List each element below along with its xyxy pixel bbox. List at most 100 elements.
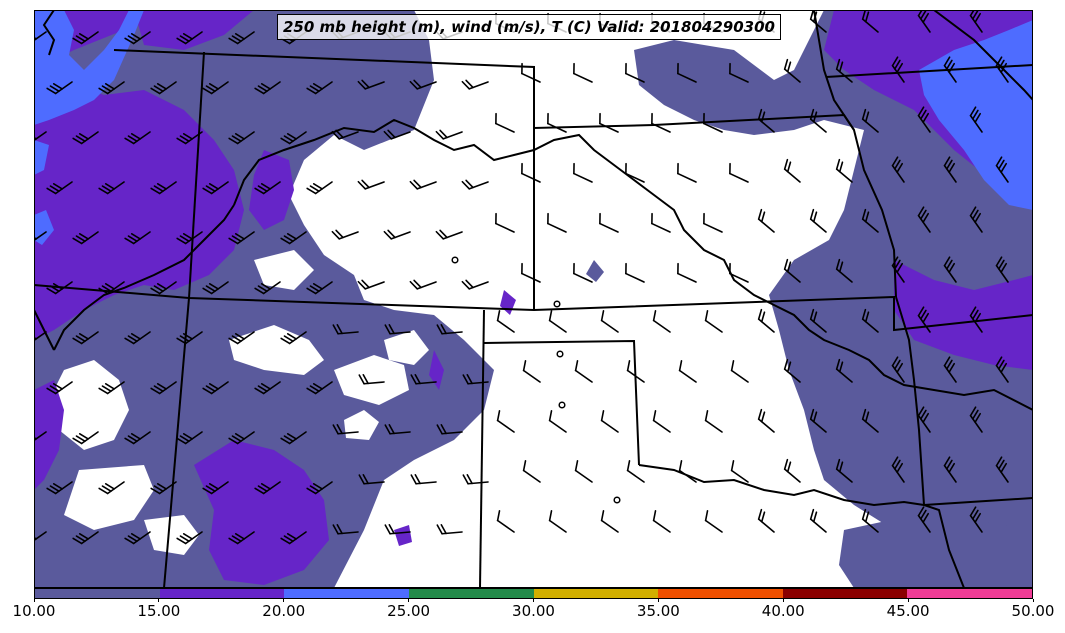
wind-barb bbox=[254, 281, 281, 295]
wind-barb bbox=[677, 62, 697, 83]
wind-barb bbox=[625, 62, 645, 83]
colorbar-segment bbox=[408, 589, 534, 598]
colorbar-tick-mark bbox=[907, 599, 909, 602]
wind-barb bbox=[435, 229, 463, 240]
colorbar-segment bbox=[533, 589, 659, 598]
wind-barb bbox=[835, 58, 853, 83]
wind-barb bbox=[280, 131, 307, 145]
wind-barb bbox=[678, 360, 697, 383]
wind-barb bbox=[522, 460, 541, 483]
wind-barb bbox=[835, 358, 853, 383]
wind-barb bbox=[809, 408, 827, 433]
wind-barb bbox=[917, 10, 931, 33]
colorbar-tick-mark bbox=[408, 599, 410, 602]
wind-barb bbox=[46, 181, 73, 195]
colorbar-tick-label: 50.00 bbox=[1011, 602, 1055, 620]
colorbar-segment bbox=[159, 589, 285, 598]
wind-barb bbox=[254, 481, 281, 495]
wind-barb bbox=[521, 62, 541, 83]
wind-barb bbox=[548, 310, 567, 333]
wind-barb bbox=[409, 79, 437, 90]
wind-barb bbox=[384, 323, 411, 335]
wind-barb bbox=[861, 408, 879, 433]
wind-barb bbox=[228, 531, 255, 545]
wind-speed-map bbox=[34, 10, 1033, 588]
colorbar-tick-mark bbox=[782, 599, 784, 602]
wind-barb bbox=[943, 256, 957, 283]
wind-barb bbox=[891, 456, 905, 483]
wind-barb bbox=[306, 281, 333, 295]
colorbar-tick-mark bbox=[283, 599, 285, 602]
colorbar-tick-mark bbox=[533, 599, 534, 602]
wind-barb bbox=[600, 410, 619, 433]
wind-barb bbox=[98, 481, 125, 495]
wind-barb bbox=[462, 473, 489, 485]
wind-barb bbox=[495, 212, 515, 233]
wind-barb bbox=[704, 310, 723, 333]
wind-barb bbox=[835, 258, 853, 283]
wind-barb bbox=[626, 360, 645, 383]
wind-barb bbox=[436, 323, 463, 335]
wind-barb bbox=[783, 58, 801, 83]
map-title: 250 mb height (m), wind (m/s), T (C) Val… bbox=[277, 14, 781, 40]
wind-barb bbox=[124, 531, 151, 545]
wind-barb bbox=[357, 79, 385, 90]
wind-barb bbox=[891, 56, 905, 83]
wind-barb bbox=[809, 208, 827, 233]
wind-barb bbox=[98, 181, 125, 195]
colorbar-tick-label: 20.00 bbox=[262, 602, 306, 620]
wind-barb bbox=[995, 356, 1009, 383]
wind-barb bbox=[150, 81, 177, 95]
wind-barb bbox=[176, 231, 203, 245]
wind-barb bbox=[98, 81, 125, 95]
wind-barb bbox=[599, 212, 619, 233]
wind-barb bbox=[677, 262, 697, 283]
wind-barb bbox=[357, 279, 385, 290]
colorbar-tick-label: 15.00 bbox=[137, 602, 181, 620]
colorbar bbox=[34, 588, 1033, 599]
wind-barb bbox=[809, 308, 827, 333]
wind-barb bbox=[783, 158, 801, 183]
wind-barb bbox=[72, 331, 99, 345]
wind-barb bbox=[943, 156, 957, 183]
colorbar-tick-label: 10.00 bbox=[12, 602, 56, 620]
wind-barb bbox=[917, 306, 931, 333]
wind-barb bbox=[280, 231, 307, 245]
wind-barb bbox=[332, 523, 359, 535]
wind-barb bbox=[995, 256, 1009, 283]
wind-barb bbox=[202, 381, 229, 395]
wind-barb bbox=[547, 112, 567, 133]
wind-barb bbox=[124, 231, 151, 245]
wind-barb bbox=[46, 481, 73, 495]
colorbar-tick-mark bbox=[657, 599, 659, 602]
wind-barb bbox=[835, 458, 853, 483]
colorbar-segment bbox=[284, 589, 409, 598]
wind-barb bbox=[835, 158, 853, 183]
wind-barb bbox=[783, 358, 801, 383]
wind-barb bbox=[331, 229, 359, 240]
wind-barb bbox=[72, 431, 99, 445]
wind-barb bbox=[730, 460, 749, 483]
wind-barb bbox=[969, 306, 983, 333]
wind-barb bbox=[176, 531, 203, 545]
wind-barb bbox=[652, 310, 671, 333]
wind-barb bbox=[150, 381, 177, 395]
wind-barb bbox=[969, 10, 983, 33]
wind-barb bbox=[358, 373, 385, 385]
wind-barb bbox=[861, 308, 879, 333]
wind-barb bbox=[626, 460, 645, 483]
wind-barb bbox=[124, 431, 151, 445]
wind-barb bbox=[384, 423, 411, 435]
wind-barb bbox=[704, 510, 723, 533]
wind-barb bbox=[72, 531, 99, 545]
wind-barb bbox=[943, 356, 957, 383]
wind-barb bbox=[704, 410, 723, 433]
wind-barb bbox=[652, 510, 671, 533]
colorbar-tick-label: 40.00 bbox=[761, 602, 805, 620]
wind-barb bbox=[410, 473, 437, 485]
wind-barb bbox=[462, 373, 489, 385]
wind-barb bbox=[917, 206, 931, 233]
wind-barb bbox=[409, 179, 437, 190]
wind-barb bbox=[652, 410, 671, 433]
wind-barb bbox=[861, 508, 879, 533]
